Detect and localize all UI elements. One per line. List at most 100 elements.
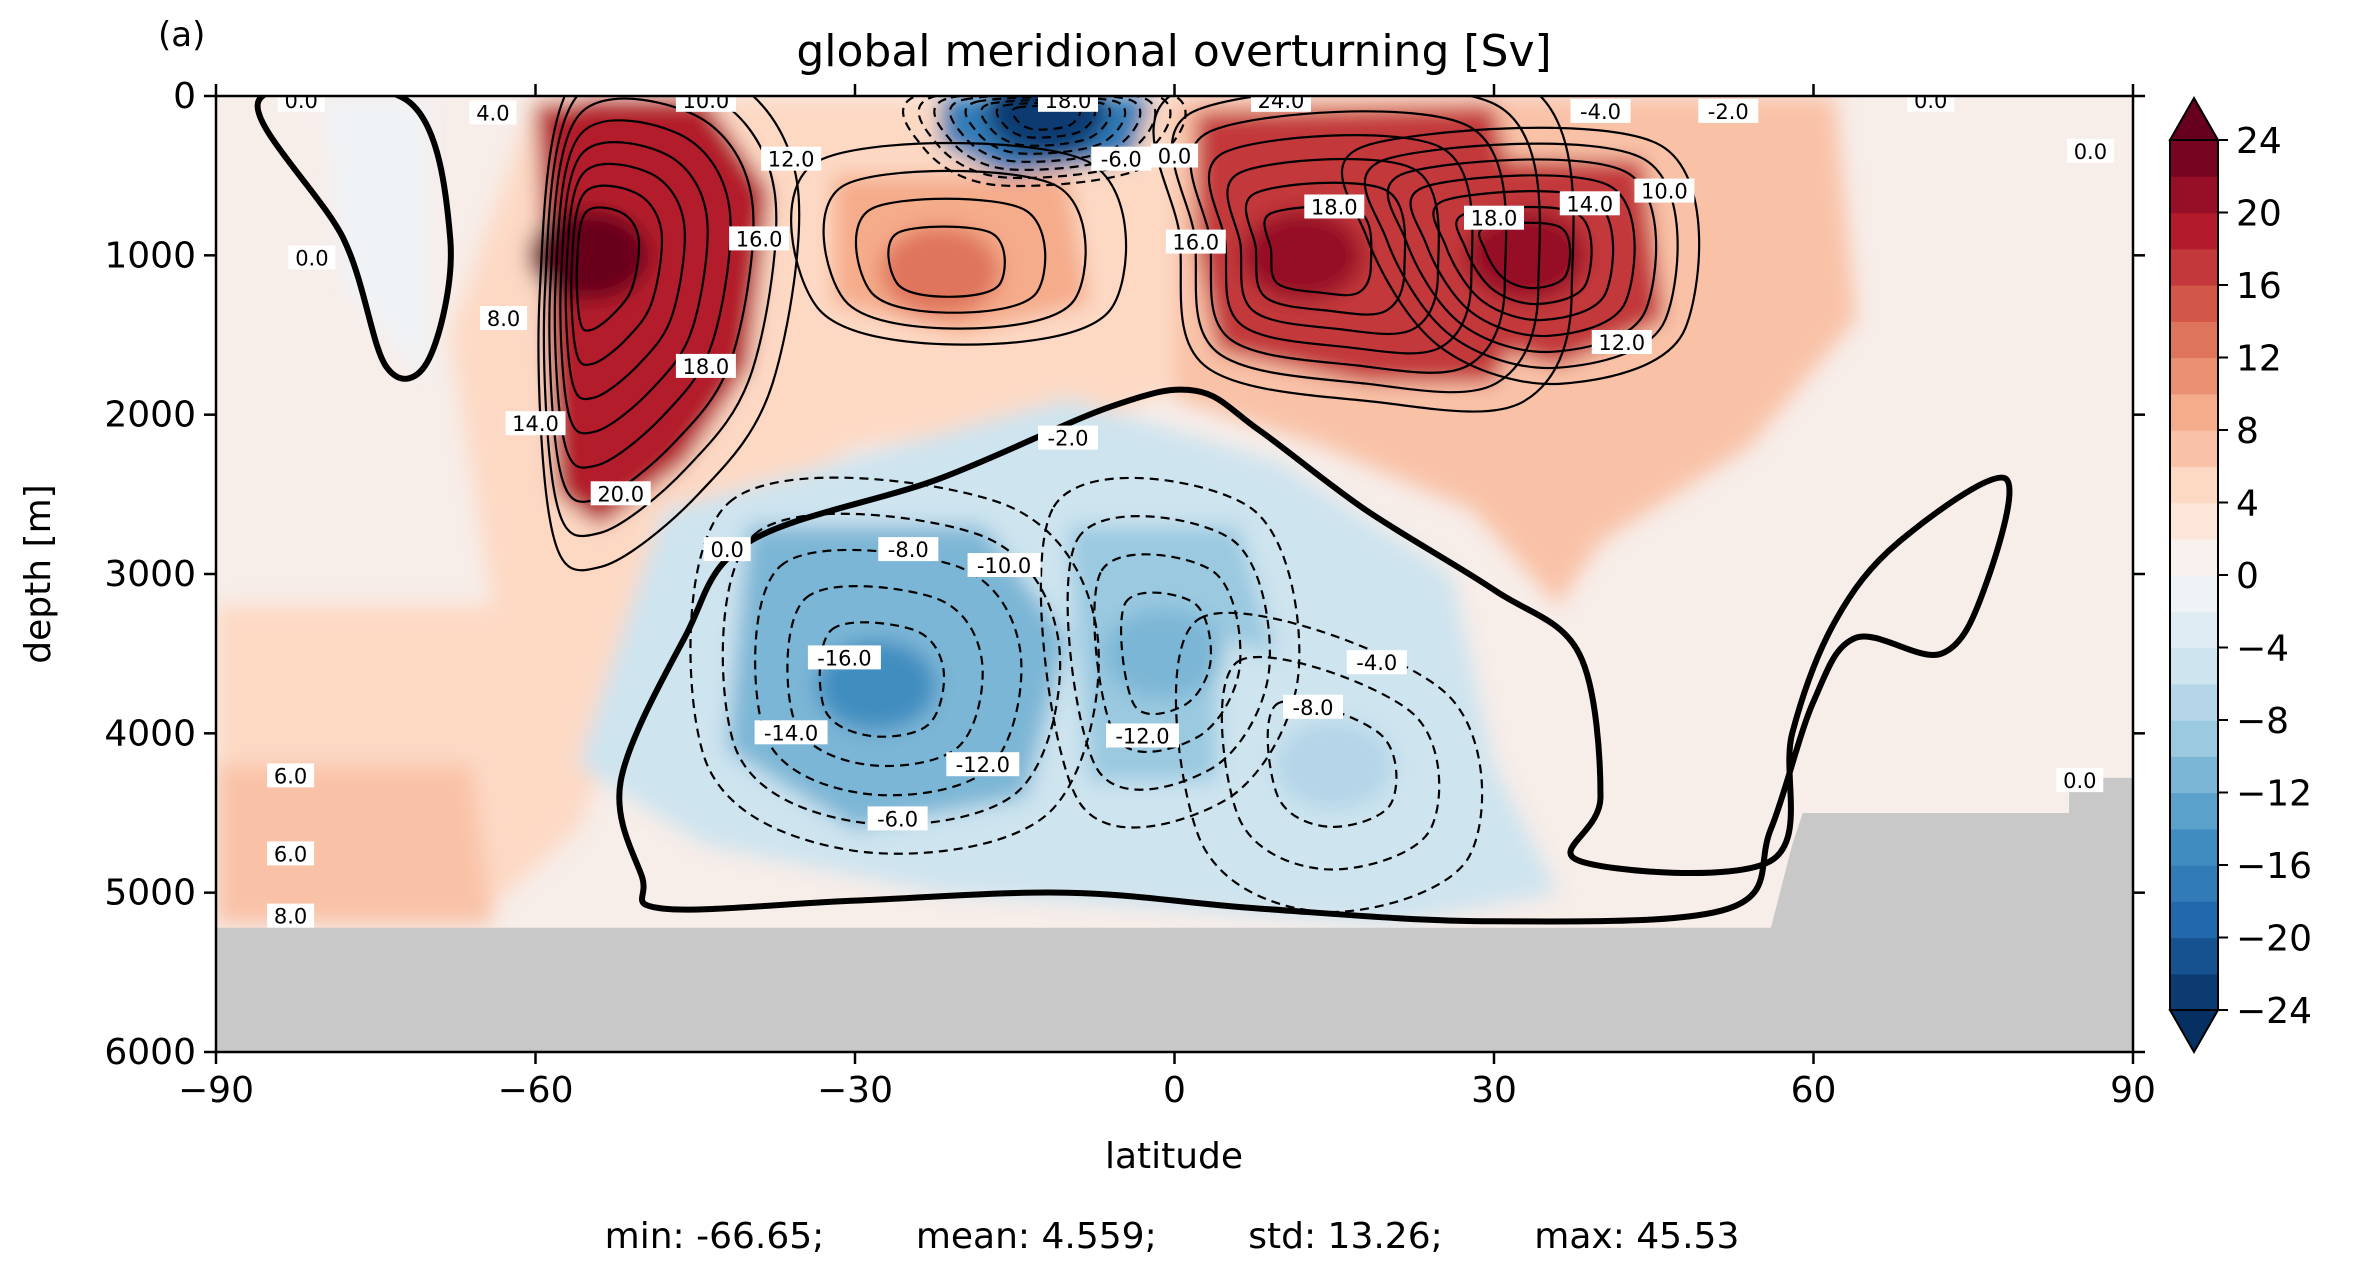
field-core-nadw-cell-mid (1242, 210, 1363, 301)
contour-label-text: 24.0 (1258, 89, 1305, 113)
contour-label: -12.0 (1106, 723, 1179, 749)
contour-line (1226, 157, 1440, 336)
contour-label: 0.0 (2066, 138, 2114, 164)
contour-label-bg (469, 100, 517, 125)
colorbar-band (2170, 575, 2218, 612)
contour-label: -4.0 (1346, 650, 1407, 675)
contour-label: 0.0 (703, 537, 751, 562)
colorbar-band (2170, 140, 2218, 177)
contour-label: 12.0 (761, 146, 822, 172)
y-tick-label: 2000 (104, 395, 196, 436)
contour-label-text: 16.0 (736, 227, 783, 251)
contour-line (901, 96, 1187, 188)
contour-label-text: 10.0 (1641, 180, 1688, 204)
contour-line (917, 96, 1172, 180)
colorbar-tick-label: 24 (2236, 121, 2282, 162)
colorbar-tick-label: −24 (2236, 991, 2312, 1032)
contour-line (1220, 656, 1441, 871)
contour-line (542, 96, 778, 538)
contour-labels: 0.0 6.0 6.0 8.0 0.0 4.0 8.0 14.0 18.0 20.0 16.0 12.… (267, 89, 2114, 929)
contour-line (575, 206, 641, 332)
contour-label-text: 14.0 (512, 412, 559, 436)
colorbar-tick-label: 0 (2236, 556, 2259, 597)
colorbar-tick-label: 8 (2236, 411, 2259, 452)
contour-label: 18.0 (1304, 194, 1365, 220)
contour-label-bg (675, 353, 736, 378)
contour-label-bg (878, 537, 939, 562)
y-tick-label: 4000 (104, 713, 196, 754)
contour-line (1039, 476, 1301, 829)
contour-label: 18.0 (1464, 205, 1524, 231)
contour-line (964, 96, 1127, 155)
contour-label-bg (1091, 146, 1152, 171)
contour-label-text: 18.0 (1471, 207, 1518, 231)
chart-title: global meridional overturning [Sv] (796, 26, 1551, 77)
contour-label: 0.0 (1907, 96, 1955, 113)
colorbar-extend-bottom (2168, 1009, 2220, 1055)
y-tick-label: 5000 (104, 873, 196, 914)
contour-line (548, 97, 755, 503)
contour-line (854, 197, 1047, 314)
x-axis: −90 −60 −30 0 30 60 90 (178, 84, 2156, 1111)
contour-label: -12.0 (946, 752, 1020, 777)
colorbar-band (2170, 466, 2218, 504)
contour-label-text: -12.0 (956, 753, 1010, 777)
contour-label-bg (1251, 96, 1311, 112)
contour-label: 4.0 (469, 100, 517, 126)
contour-label: -2.0 (1698, 98, 1759, 124)
x-tick-label: 60 (1791, 1070, 1837, 1111)
contour-label-text: 20.0 (597, 482, 644, 506)
x-tick-label: 90 (2110, 1070, 2156, 1111)
contour-label: 14.0 (505, 411, 566, 436)
contour-label-bg (1151, 143, 1198, 168)
colorbar-band (2170, 393, 2218, 431)
colorbar-extend-top (2168, 95, 2220, 141)
contour-label-text: -6.0 (1101, 148, 1142, 172)
colorbar-tick-label: −4 (2236, 629, 2289, 670)
contour-label-bg (288, 245, 336, 270)
field-core-tropical-cell (880, 226, 1001, 317)
contour-line (570, 184, 664, 366)
contour-label: 0.0 (288, 245, 336, 271)
contour-line (721, 512, 1062, 826)
field-region (216, 765, 493, 925)
contour-label-bg (590, 481, 651, 506)
land-mask (216, 777, 2133, 1052)
contour-label-text: -14.0 (764, 721, 818, 745)
contour-label-text: -8.0 (1293, 696, 1334, 720)
contour-line (1066, 514, 1271, 791)
field-core-abyssal-cell-east (1103, 608, 1224, 699)
contour-line (1011, 104, 1081, 131)
contour-label: -6.0 (867, 806, 928, 831)
contour-label-text: 0.0 (284, 89, 317, 113)
contour-label: -14.0 (754, 720, 828, 745)
contour-label: 16.0 (729, 226, 790, 251)
stats-line: min: -66.65; mean: 4.559; std: 13.26; ma… (605, 1216, 1740, 1257)
contour-label-bg (480, 306, 528, 331)
contour-line (887, 225, 1006, 298)
y-tick-label: 3000 (104, 554, 196, 595)
field-core-abyssal-cell-north (1274, 720, 1395, 811)
contour-label: -10.0 (967, 553, 1041, 578)
contour-label-bg (967, 553, 1041, 577)
x-tick-label: 0 (1163, 1070, 1186, 1111)
x-tick-label: 30 (1471, 1070, 1517, 1111)
contour-label-text: -8.0 (888, 538, 929, 562)
colorbar-tick-label: −20 (2236, 919, 2312, 960)
field-core-nadw-cell-north (1465, 210, 1586, 301)
colorbar-band (2170, 321, 2218, 359)
contour-label-bg (675, 96, 736, 112)
x-axis-label: latitude (1105, 1136, 1243, 1177)
contour-label: 20.0 (590, 481, 651, 506)
contour-label-bg (267, 841, 315, 866)
contour-label-bg (1283, 694, 1343, 719)
colorbar-band (2170, 647, 2218, 685)
contour-label-bg (1304, 194, 1365, 219)
contour-label-bg (1698, 98, 1759, 123)
land-bottom (216, 777, 2133, 1052)
field-southern-ocean-deacon-cell (546, 99, 770, 527)
contour-label-text: 18.0 (683, 355, 730, 379)
contour-label-text: -2.0 (1708, 100, 1749, 124)
contour-label: 8.0 (267, 903, 315, 929)
